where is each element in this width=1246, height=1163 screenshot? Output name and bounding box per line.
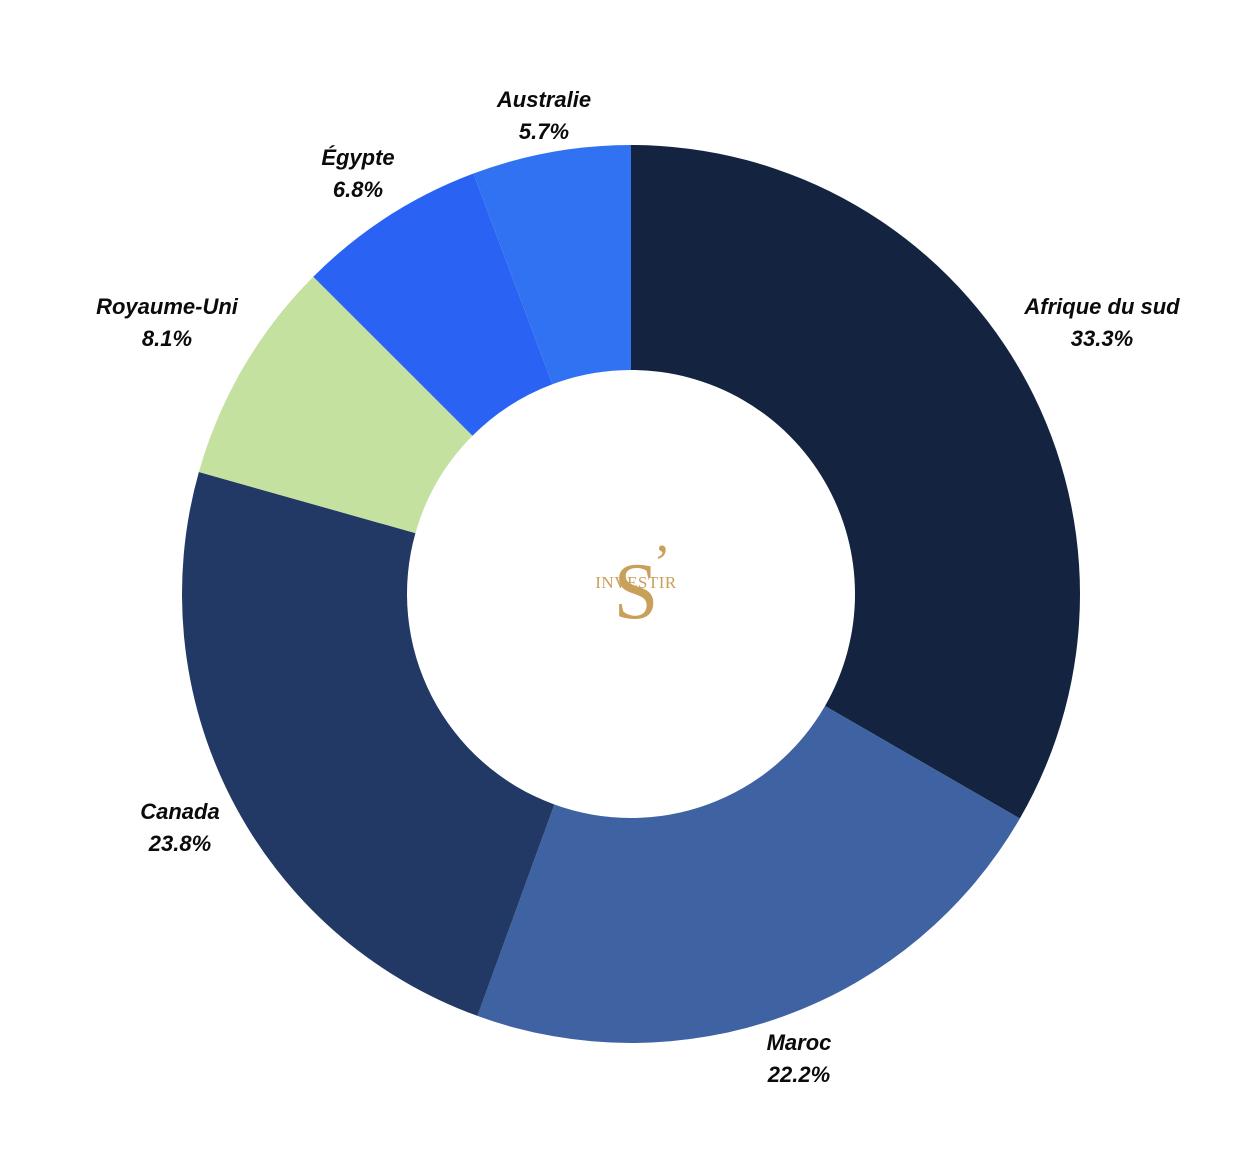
logo-letter: S: [614, 548, 659, 636]
slice-canada: [181, 472, 555, 1016]
logo-word: INVESTIR: [595, 573, 677, 592]
slice-label-canada: Canada: [140, 799, 219, 824]
center-logo: S ’ INVESTIR: [595, 535, 677, 636]
slice-value-maroc: 22.2%: [767, 1062, 830, 1087]
slice-label-australie: Australie: [496, 87, 591, 112]
slice-egypte: [313, 173, 553, 436]
slice-value-australie: 5.7%: [519, 119, 569, 144]
labels-layer: Afrique du sud 33.3% Maroc 22.2% Canada 23.8%…: [96, 87, 1180, 1087]
slice-label-afrique-du-sud: Afrique du sud: [1023, 294, 1180, 319]
slice-label-egypte: Égypte: [321, 145, 394, 170]
logo-apostrophe: ’: [653, 535, 670, 592]
slice-value-afrique-du-sud: 33.3%: [1071, 326, 1133, 351]
slice-royaume-uni: [198, 276, 473, 534]
slices-layer: [181, 145, 1080, 1043]
slice-value-canada: 23.8%: [148, 831, 211, 856]
slice-label-maroc: Maroc: [767, 1030, 832, 1055]
slice-australie: [473, 145, 631, 385]
slice-value-royaume-uni: 8.1%: [142, 326, 192, 351]
slice-value-egypte: 6.8%: [333, 177, 383, 202]
slice-maroc: [477, 706, 1020, 1043]
slice-label-royaume-uni: Royaume-Uni: [96, 294, 239, 319]
slice-afrique-du-sud: [631, 145, 1080, 819]
